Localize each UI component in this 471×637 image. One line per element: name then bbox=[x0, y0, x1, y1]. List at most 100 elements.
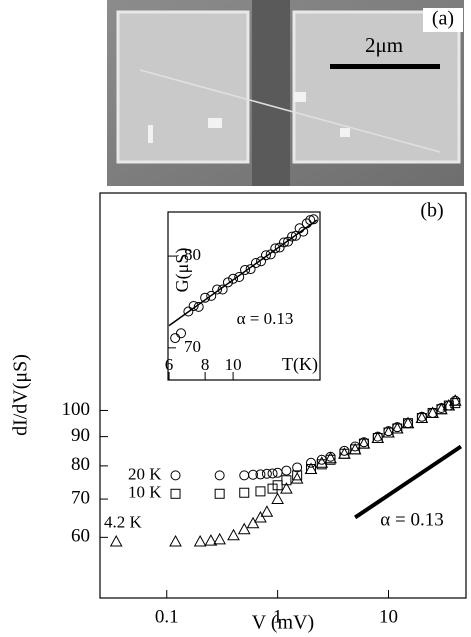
data-point bbox=[272, 467, 283, 478]
panel-label: (a) bbox=[432, 8, 454, 30]
x-tick-label: 1 bbox=[273, 606, 283, 627]
y-axis-label: G(μS) bbox=[172, 248, 193, 293]
data-point bbox=[315, 456, 329, 468]
data-point bbox=[214, 488, 225, 499]
y-tick-label: 70 bbox=[71, 487, 90, 508]
plots: 0.1 1 10 60 70 80 90 100 V (mV) dI/dV(μS) (b) α = 0… bbox=[10, 192, 467, 634]
data-point bbox=[193, 534, 207, 547]
data-point bbox=[290, 472, 304, 484]
data-point bbox=[214, 470, 225, 481]
data-point bbox=[325, 454, 336, 465]
scale-bar-label: 2μm bbox=[365, 33, 403, 57]
x-tick-label: 10 bbox=[225, 355, 242, 374]
data-point bbox=[169, 534, 182, 547]
data-point bbox=[212, 284, 223, 295]
x-axis-label: V (mV) bbox=[252, 612, 314, 634]
series-label: 10 K bbox=[128, 483, 162, 502]
data-point bbox=[256, 256, 267, 267]
data-point bbox=[255, 469, 266, 480]
data-point bbox=[239, 470, 250, 481]
data-point bbox=[228, 273, 239, 284]
data-point bbox=[170, 488, 181, 499]
data-point bbox=[271, 492, 284, 505]
particle bbox=[208, 118, 222, 128]
data-point bbox=[324, 451, 337, 464]
particle bbox=[148, 125, 153, 143]
sem-image: (a) 2μm bbox=[107, 0, 464, 186]
data-point bbox=[239, 487, 250, 498]
data-point bbox=[254, 510, 267, 523]
data-point bbox=[248, 469, 259, 480]
x-tick-label: 8 bbox=[201, 355, 210, 374]
y-tick-label: 100 bbox=[62, 399, 91, 420]
nanowire bbox=[139, 69, 441, 153]
y-tick-label: 80 bbox=[184, 245, 201, 264]
data-point bbox=[348, 442, 362, 455]
data-point bbox=[281, 475, 292, 486]
data-point bbox=[217, 284, 228, 295]
data-point bbox=[213, 532, 226, 545]
line-label: α = 0.13 bbox=[380, 509, 443, 530]
data-point bbox=[278, 237, 289, 248]
data-point bbox=[292, 462, 303, 473]
data-point bbox=[170, 470, 181, 481]
data-point bbox=[338, 447, 351, 459]
x-tick-label: 6 bbox=[165, 355, 174, 374]
data-point bbox=[294, 223, 305, 234]
data-point bbox=[267, 468, 278, 479]
y-tick-label: 90 bbox=[71, 425, 90, 446]
data-point bbox=[246, 516, 260, 529]
data-point bbox=[193, 301, 204, 312]
y-tick-label: 80 bbox=[71, 454, 90, 475]
fit-line bbox=[168, 219, 318, 327]
y-tick-label: 70 bbox=[184, 337, 201, 356]
data-point bbox=[109, 534, 123, 547]
data-point bbox=[298, 226, 309, 237]
data-point bbox=[270, 243, 281, 254]
series-label: 20 K bbox=[128, 464, 162, 483]
data-point bbox=[183, 306, 194, 317]
data-point bbox=[283, 236, 294, 247]
data-point bbox=[306, 457, 317, 468]
plot-frame bbox=[167, 211, 321, 381]
data-point bbox=[382, 425, 395, 438]
data-point bbox=[401, 416, 415, 429]
data-point bbox=[200, 292, 211, 303]
particle bbox=[294, 92, 306, 102]
data-point bbox=[204, 534, 218, 546]
gap bbox=[252, 0, 290, 186]
x-axis-label: T(K) bbox=[282, 354, 318, 375]
x-tick-label: 10 bbox=[379, 606, 398, 627]
data-point bbox=[272, 480, 283, 491]
plot-frame bbox=[99, 192, 467, 599]
data-point bbox=[371, 431, 385, 444]
data-point bbox=[227, 528, 240, 541]
data-point bbox=[415, 411, 429, 424]
data-point bbox=[188, 300, 199, 311]
electrode-left bbox=[116, 10, 250, 164]
data-point bbox=[448, 394, 462, 406]
y-tick-label: 60 bbox=[71, 526, 90, 547]
x-tick-label: 0.1 bbox=[155, 606, 179, 627]
data-point bbox=[234, 272, 245, 283]
scale-bar bbox=[330, 64, 440, 69]
data-point bbox=[260, 505, 274, 517]
data-point bbox=[267, 483, 278, 494]
data-point bbox=[255, 486, 266, 497]
data-point bbox=[170, 333, 181, 344]
data-point bbox=[280, 482, 293, 494]
data-point bbox=[281, 465, 292, 476]
data-point bbox=[250, 257, 261, 268]
data-point bbox=[240, 264, 251, 275]
data-point bbox=[222, 277, 233, 288]
data-point bbox=[175, 328, 186, 339]
electrode-right bbox=[292, 10, 461, 164]
data-point bbox=[261, 468, 272, 479]
data-point bbox=[292, 470, 303, 481]
data-point bbox=[245, 264, 256, 275]
data-point bbox=[308, 214, 319, 225]
data-point bbox=[206, 290, 217, 301]
label-box bbox=[423, 8, 463, 32]
